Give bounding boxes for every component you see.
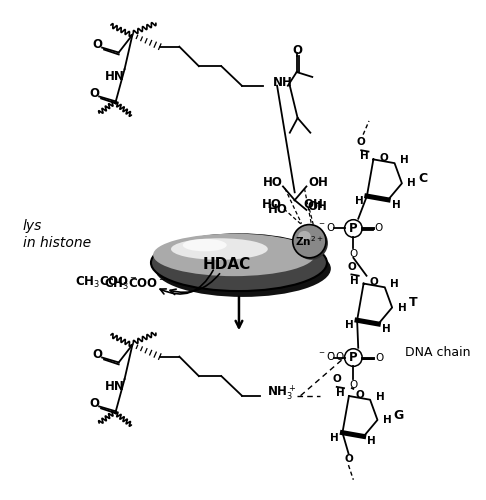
Ellipse shape	[295, 226, 328, 260]
Ellipse shape	[151, 234, 327, 291]
FancyArrowPatch shape	[170, 274, 220, 294]
Text: DNA chain: DNA chain	[405, 346, 470, 359]
Text: C: C	[419, 172, 428, 185]
Text: H: H	[398, 302, 406, 312]
Text: OH: OH	[307, 200, 327, 213]
Text: HN: HN	[105, 380, 125, 394]
Text: G: G	[394, 408, 404, 422]
Text: H: H	[376, 392, 384, 402]
Text: HO: HO	[268, 204, 288, 216]
Text: H: H	[336, 388, 345, 398]
Text: HO: HO	[263, 176, 283, 189]
Text: lys: lys	[23, 218, 42, 232]
Text: Zn$^{2+}$: Zn$^{2+}$	[295, 234, 324, 248]
Text: CH$_3$COO$^-$: CH$_3$COO$^-$	[75, 274, 137, 290]
Text: H: H	[360, 152, 369, 162]
Text: $^-$O: $^-$O	[316, 350, 335, 362]
Ellipse shape	[153, 234, 315, 276]
Text: $^-$O: $^-$O	[326, 350, 345, 362]
Text: NH: NH	[273, 76, 293, 90]
FancyArrowPatch shape	[160, 270, 213, 294]
Text: H: H	[355, 196, 364, 206]
Text: P: P	[349, 222, 358, 235]
Text: O: O	[370, 278, 379, 287]
Text: H: H	[382, 324, 390, 334]
Text: O: O	[92, 38, 102, 51]
Text: HO: HO	[262, 198, 282, 210]
Text: O: O	[355, 390, 364, 400]
Text: $^-$O: $^-$O	[316, 220, 335, 232]
Text: O: O	[89, 87, 99, 100]
Ellipse shape	[298, 231, 311, 241]
Text: in histone: in histone	[23, 236, 91, 250]
Ellipse shape	[293, 224, 326, 258]
Text: H: H	[383, 415, 392, 425]
Text: H: H	[407, 178, 416, 188]
Text: O: O	[376, 352, 384, 362]
Text: H: H	[350, 276, 359, 285]
Text: NH$_3^+$: NH$_3^+$	[267, 384, 296, 402]
Ellipse shape	[183, 239, 227, 252]
Text: O: O	[349, 249, 358, 259]
Text: CH$_3$COO$^-$: CH$_3$COO$^-$	[104, 276, 167, 292]
Text: O: O	[92, 348, 102, 361]
Text: O: O	[347, 262, 356, 272]
Text: O: O	[344, 454, 353, 464]
Text: H: H	[345, 320, 354, 330]
Text: HDAC: HDAC	[203, 257, 251, 272]
Text: O: O	[293, 44, 303, 57]
Text: H: H	[330, 432, 339, 442]
Text: O: O	[332, 374, 341, 384]
Text: OH: OH	[308, 176, 328, 189]
Text: OH: OH	[303, 198, 323, 210]
Text: H: H	[367, 436, 376, 446]
Text: O: O	[349, 380, 358, 390]
Text: O: O	[380, 154, 388, 164]
Ellipse shape	[155, 240, 331, 297]
Text: H: H	[390, 280, 399, 289]
Text: H: H	[400, 155, 409, 165]
Text: O: O	[357, 138, 365, 147]
Text: O: O	[375, 224, 383, 234]
Text: O: O	[89, 397, 99, 410]
Text: P: P	[349, 351, 358, 364]
Text: HN: HN	[105, 70, 125, 84]
Text: H: H	[392, 200, 400, 209]
Text: T: T	[409, 296, 418, 309]
Ellipse shape	[171, 238, 268, 260]
